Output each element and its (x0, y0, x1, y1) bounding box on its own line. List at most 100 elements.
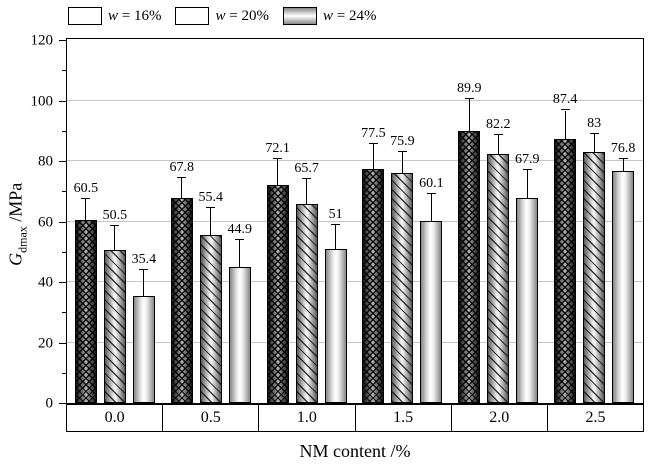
y-axis-minor-tick (62, 312, 66, 314)
gridline (67, 281, 643, 282)
legend-value: = 16% (118, 7, 162, 24)
bar-value-label: 82.2 (486, 116, 511, 132)
y-axis-tick-label: 120 (30, 32, 54, 49)
error-bar (564, 110, 566, 139)
error-bar (401, 152, 403, 174)
error-bar-cap (235, 238, 245, 240)
gridline (67, 160, 643, 161)
y-axis-major-tick (59, 282, 66, 283)
bar-value-label: 55.4 (198, 190, 224, 206)
legend-label: w = 16% (108, 8, 161, 25)
y-axis-tick-label: 20 (38, 335, 53, 351)
y-axis-tick-label: 40 (38, 274, 53, 291)
bar-value-label: 60.5 (73, 180, 99, 196)
y-axis-major-tick (59, 100, 66, 102)
bar (199, 235, 222, 403)
bar (362, 168, 385, 403)
error-bar (143, 269, 145, 296)
error-bar-cap (522, 169, 532, 171)
error-bar (114, 226, 116, 251)
bar-value-label: 67.9 (515, 152, 540, 168)
error-bar (306, 178, 308, 205)
x-axis-title: NM content /% (299, 441, 411, 461)
error-bar (497, 134, 499, 155)
bar-value-label: 60.1 (419, 175, 444, 191)
bar-value-label: 76.8 (610, 140, 636, 156)
bar (612, 170, 635, 403)
error-bar-cap (110, 225, 120, 227)
error-bar-cap (81, 197, 91, 199)
bar-value-label: 89.9 (457, 81, 482, 97)
legend-item: w = 20% (175, 7, 269, 25)
error-bar-cap (397, 151, 407, 153)
bar (583, 151, 606, 403)
y-axis-major-tick (59, 221, 66, 223)
legend-value: = 24% (332, 7, 377, 24)
category-cell: 2.5 (547, 404, 645, 432)
bar (324, 248, 347, 403)
legend-swatch-crosshatch (68, 7, 102, 25)
category-cell: 0.0 (66, 404, 164, 432)
legend-label: w = 20% (215, 8, 268, 25)
error-bar (210, 208, 212, 236)
bar-value-label: 65.7 (294, 160, 319, 176)
error-bar (372, 144, 374, 169)
bar (266, 184, 289, 403)
bar-value-label: 83 (587, 115, 602, 131)
category-cell: 1.5 (355, 404, 452, 432)
legend-variable: w (215, 7, 226, 24)
bar-value-label: 77.5 (361, 126, 386, 142)
bar (103, 250, 126, 403)
x-axis-category-strip: 0.0 0.5 1.0 1.5 2.0 2.5 (66, 404, 645, 432)
error-bar-cap (302, 177, 312, 179)
error-bar-cap (618, 157, 628, 159)
y-axis-major-tick (59, 161, 66, 162)
gridline (67, 341, 643, 343)
error-bar-cap (589, 132, 599, 134)
category-cell: 0.5 (163, 404, 260, 432)
legend-label: w = 24% (323, 8, 376, 25)
error-bar-cap (368, 143, 378, 145)
bar (420, 221, 443, 403)
error-bar (277, 159, 279, 185)
legend-value: = 20% (225, 7, 269, 24)
legend-item: w = 24% (282, 7, 376, 25)
error-bar (622, 158, 624, 171)
error-bar-cap (464, 98, 474, 100)
category-cell: 1.0 (259, 404, 356, 432)
bar (554, 138, 577, 403)
legend-swatch-diagonal-hatch (175, 7, 210, 25)
error-bar (239, 239, 241, 268)
y-axis-tick-label: 100 (30, 93, 54, 109)
legend-variable: w (322, 7, 333, 24)
y-axis-tick-label: 60 (38, 214, 53, 230)
error-bar (526, 170, 528, 198)
category-cell: 2.0 (451, 404, 548, 432)
bar (295, 204, 318, 403)
error-bar (593, 133, 595, 152)
error-bar-cap (493, 133, 503, 135)
bar-value-label: 50.5 (102, 208, 128, 224)
y-axis-minor-tick (62, 70, 66, 72)
error-bar (468, 99, 470, 132)
error-bar (181, 178, 183, 198)
bar-value-label: 44.9 (227, 221, 253, 237)
error-bar-cap (426, 192, 436, 194)
y-axis-major-tick (59, 40, 66, 41)
bar-value-label: 72.1 (265, 141, 290, 157)
plot-area: 60.5 67.8 72.1 77.5 89.9 87.4 50.5 55.4 65.7 75.9… (66, 38, 644, 404)
error-bar (85, 198, 87, 220)
bar (170, 197, 193, 403)
bar (391, 173, 414, 403)
error-bar (430, 193, 432, 222)
bar-value-label: 75.9 (390, 134, 415, 150)
y-axis-minor-tick (62, 130, 66, 132)
y-axis-minor-tick (62, 372, 66, 374)
bar (516, 197, 539, 403)
error-bar-cap (139, 268, 149, 270)
gridline (67, 99, 643, 101)
legend-item: w = 16% (68, 7, 161, 25)
error-bar-cap (206, 207, 216, 209)
bar (74, 220, 97, 403)
